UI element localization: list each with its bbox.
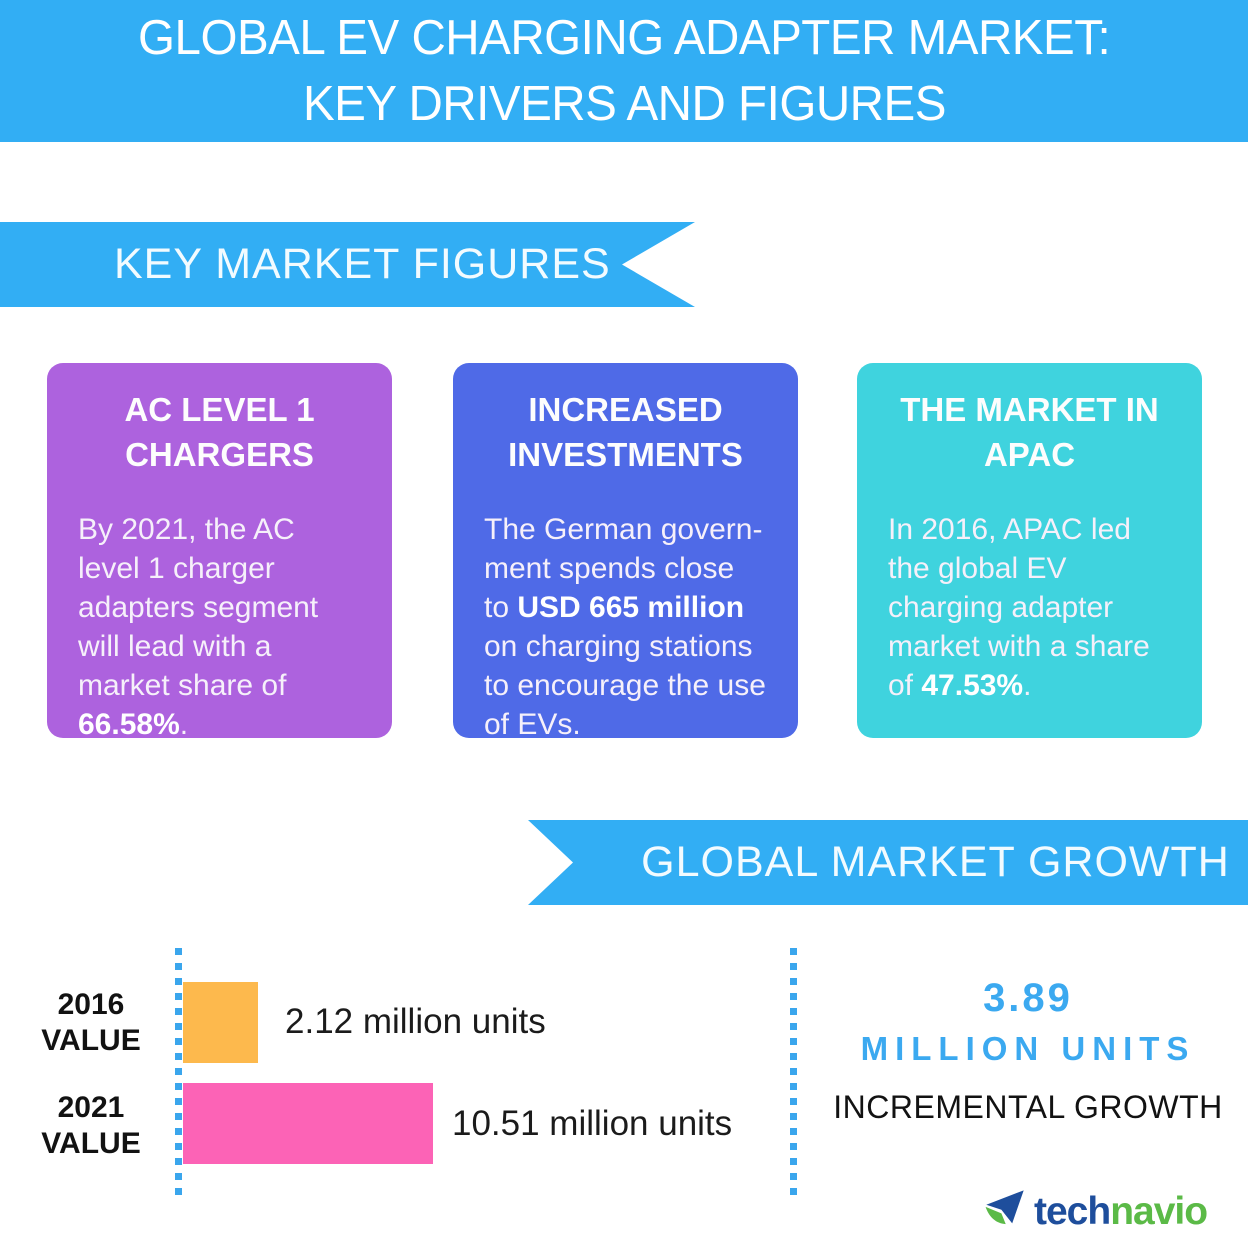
logo-text-tech: tech <box>1034 1189 1111 1233</box>
card-body-text: In 2016, APAC led the global EV charging… <box>888 513 1150 702</box>
incremental-growth-block: 3.89 MILLION UNITS INCREMENTAL GROWTH <box>828 976 1228 1126</box>
card-body-text: on charging stations to encourage the us… <box>484 630 766 741</box>
header-banner: GLOBAL EV CHARGING ADAPTER MARKET: KEY D… <box>0 0 1248 142</box>
card-body-highlight: 66.58% <box>78 708 180 741</box>
bar-2016-value-label: 2.12 million units <box>285 1002 546 1041</box>
card-title-line1: AC LEVEL 1 <box>124 391 315 428</box>
card-title-line1: THE MARKET IN <box>900 391 1159 428</box>
page-title-line2: KEY DRIVERS AND FIGURES <box>302 77 946 131</box>
card-body: In 2016, APAC led the global EV charging… <box>888 510 1171 705</box>
card-ac-level-1-chargers: AC LEVEL 1 CHARGERS By 2021, the AC leve… <box>47 363 392 741</box>
bar-2021-value <box>183 1083 433 1164</box>
card-body-highlight: USD 665 million <box>517 591 745 624</box>
bar-category-label-2021: 2021 VALUE <box>36 1090 146 1162</box>
card-title-line2: CHARGERS <box>125 436 314 473</box>
bar-2021-value-label: 10.51 million units <box>452 1104 733 1143</box>
growth-units: MILLION UNITS <box>860 1030 1196 1067</box>
card-body: The German govern­ment spends close to U… <box>484 510 767 744</box>
bar-2016-value <box>183 982 258 1063</box>
technavio-logo: technavio <box>982 1186 1208 1237</box>
card-increased-investments: INCREASED INVESTMENTS The German govern­… <box>453 363 798 741</box>
growth-divider-dashed-line <box>790 948 797 1198</box>
bar-category-label-2016: 2016 VALUE <box>36 987 146 1059</box>
technavio-logo-text: technavio <box>1034 1189 1208 1234</box>
technavio-logo-icon <box>982 1186 1028 1237</box>
card-body-text: . <box>179 708 189 741</box>
year-text: 2021 <box>57 1091 125 1124</box>
ribbon-global-market-growth: GLOBAL MARKET GROWTH <box>528 820 1248 905</box>
growth-value: 3.89 <box>983 976 1073 1020</box>
logo-text-navio: navio <box>1110 1189 1208 1233</box>
chart-axis-dashed-line <box>175 948 182 1198</box>
card-body: By 2021, the AC level 1 charger adapters… <box>78 510 361 744</box>
ribbon-key-market-figures-label: KEY MARKET FIGURES <box>114 240 611 288</box>
ribbon-key-market-figures: KEY MARKET FIGURES <box>0 222 695 307</box>
card-body-highlight: 47.53% <box>921 669 1024 702</box>
card-title: AC LEVEL 1 CHARGERS <box>78 387 361 477</box>
year-text: 2016 <box>57 988 125 1021</box>
card-title-line1: INCREASED <box>528 391 723 428</box>
page-title-line1: GLOBAL EV CHARGING ADAPTER MARKET: <box>137 11 1111 65</box>
card-market-in-apac: THE MARKET IN APAC In 2016, APAC led the… <box>857 363 1202 738</box>
card-title: THE MARKET IN APAC <box>888 387 1171 477</box>
value-text: VALUE <box>41 1127 141 1160</box>
card-body-text: By 2021, the AC level 1 charger adapters… <box>78 513 319 702</box>
card-title: INCREASED INVESTMENTS <box>484 387 767 477</box>
card-title-line2: INVESTMENTS <box>508 436 743 473</box>
card-body-text: . <box>1023 669 1032 702</box>
growth-caption: INCREMENTAL GROWTH <box>833 1089 1223 1125</box>
card-title-line2: APAC <box>983 436 1076 473</box>
ribbon-global-market-growth-label: GLOBAL MARKET GROWTH <box>641 838 1230 886</box>
card-body-text: The German govern­ment spends close to <box>484 513 763 624</box>
value-text: VALUE <box>41 1024 141 1057</box>
